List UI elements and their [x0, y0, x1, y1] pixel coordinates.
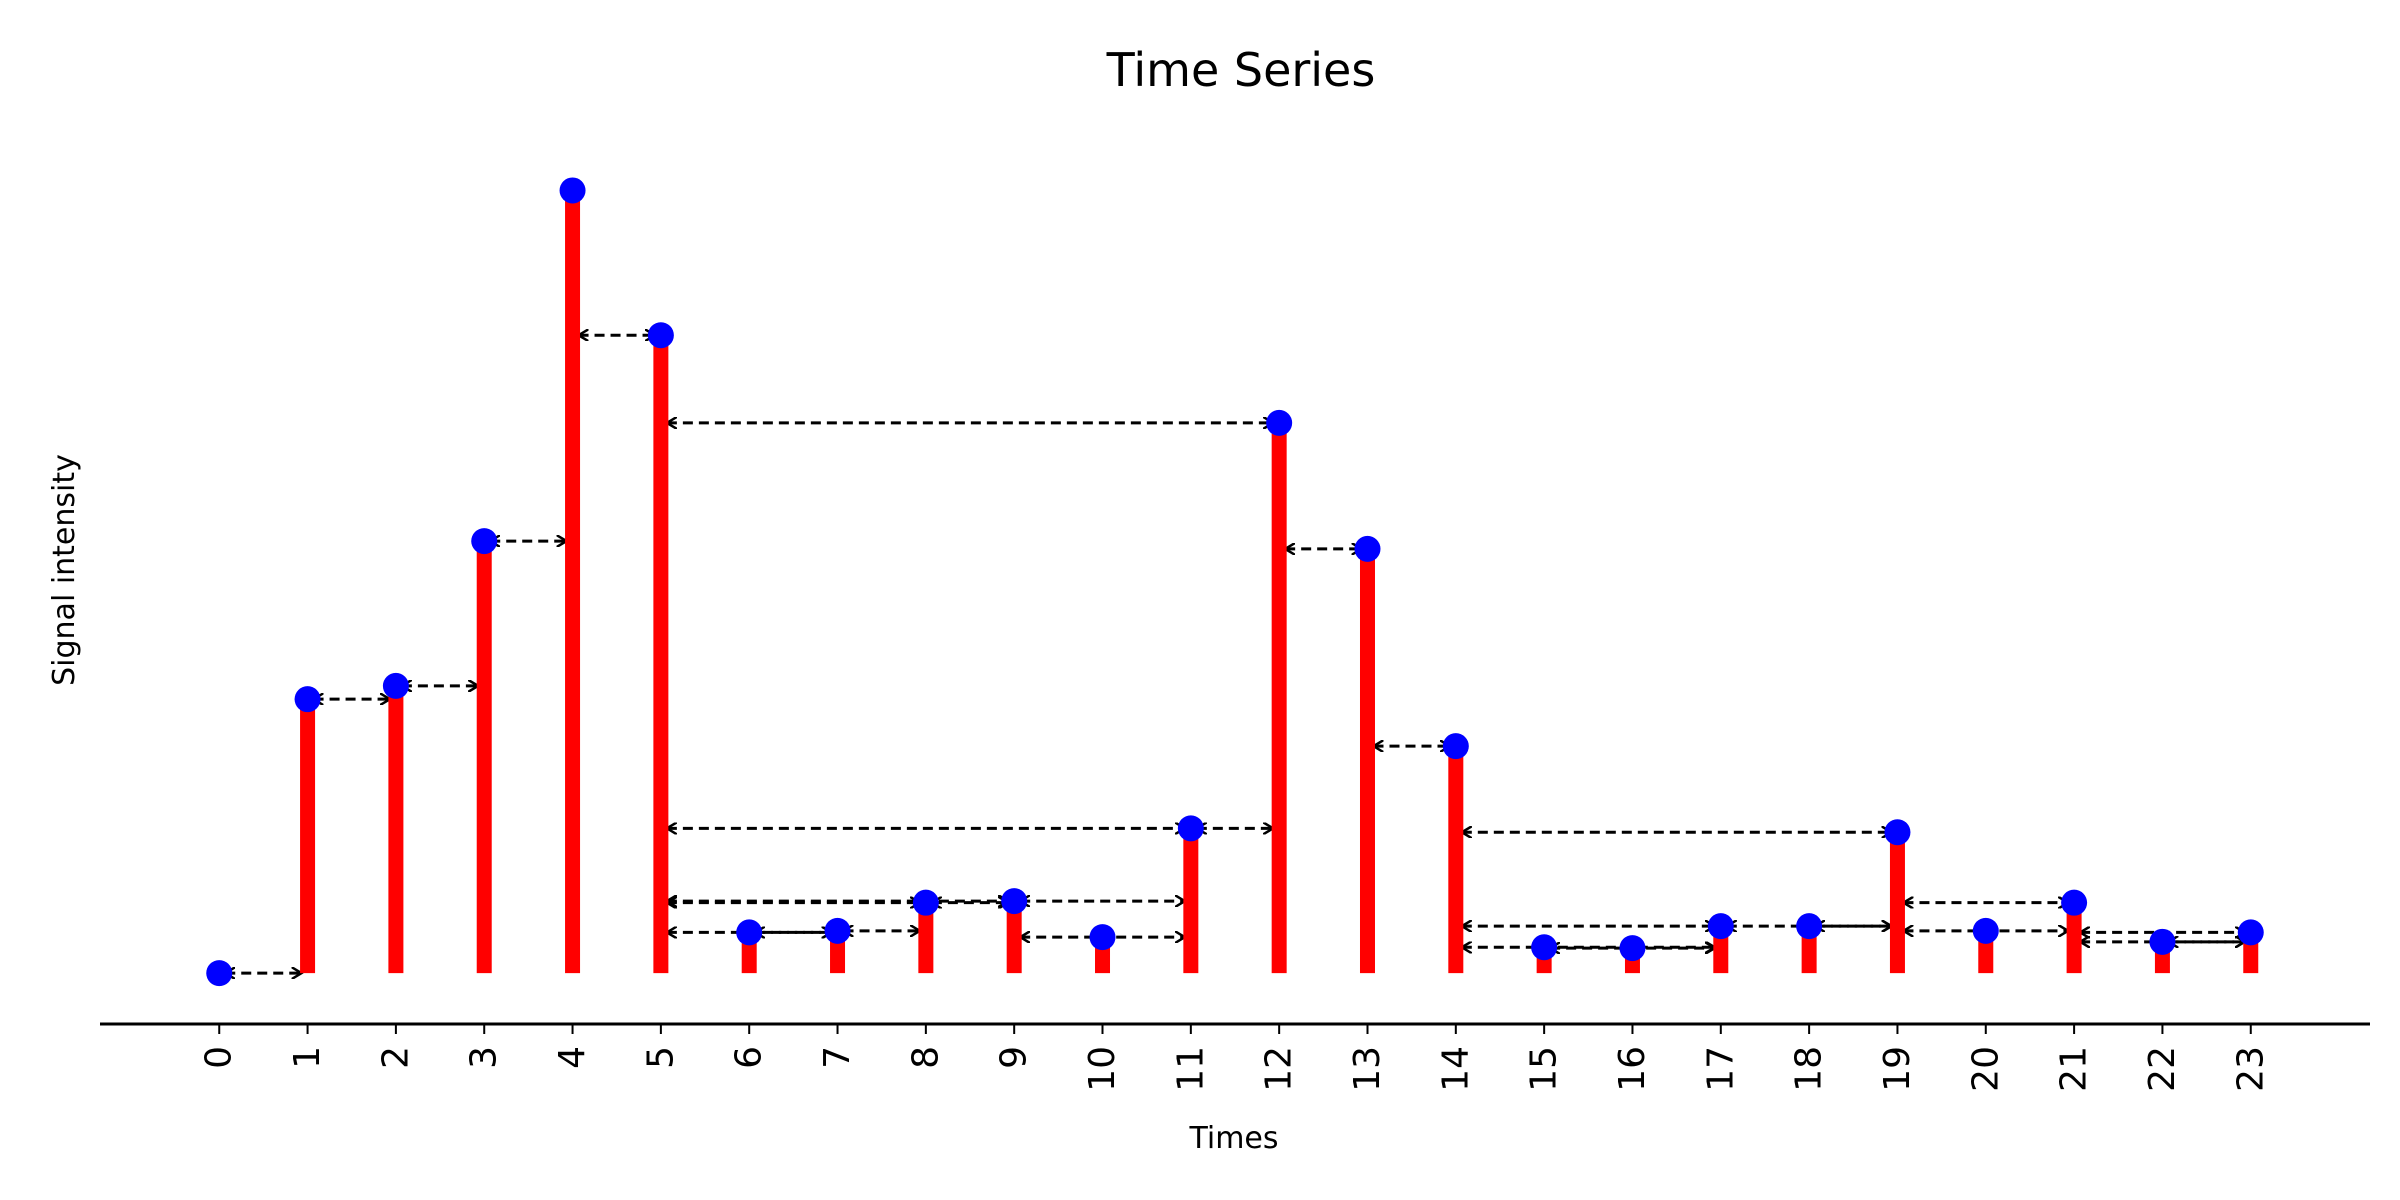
x-tick-label-12: 12	[1259, 1046, 1300, 1092]
marker-4	[559, 177, 586, 204]
y-axis-label: Signal intensity	[47, 454, 82, 686]
x-tick-label-2: 2	[375, 1046, 416, 1069]
x-tick-label-0: 0	[199, 1046, 240, 1069]
x-tick-label-6: 6	[729, 1046, 770, 1069]
x-tick-label-13: 13	[1347, 1046, 1388, 1092]
marker-10	[1089, 924, 1116, 951]
x-tick-label-1: 1	[287, 1046, 328, 1069]
marker-11	[1177, 815, 1204, 842]
marker-9	[1001, 888, 1028, 915]
x-tick-label-16: 16	[1612, 1046, 1653, 1092]
x-tick-label-9: 9	[994, 1046, 1035, 1069]
x-tick-label-14: 14	[1435, 1046, 1476, 1092]
x-axis-label: Times	[1188, 1121, 1278, 1156]
marker-6	[736, 919, 763, 946]
marker-16	[1619, 935, 1646, 962]
x-tick-label-18: 18	[1789, 1046, 1830, 1092]
marker-22	[2149, 928, 2176, 955]
x-tick-label-4: 4	[552, 1046, 593, 1069]
x-tick-label-7: 7	[817, 1046, 858, 1069]
arrows-layer	[225, 335, 2245, 973]
marker-14	[1442, 733, 1469, 760]
marker-13	[1354, 535, 1381, 562]
x-tick-label-10: 10	[1082, 1046, 1123, 1092]
x-tick-label-17: 17	[1700, 1046, 1741, 1092]
marker-7	[824, 917, 851, 944]
x-tick-label-11: 11	[1170, 1046, 1211, 1092]
x-tick-label-15: 15	[1524, 1046, 1565, 1092]
marker-8	[912, 889, 939, 916]
stems-layer	[300, 190, 2259, 974]
x-tick-label-19: 19	[1877, 1046, 1918, 1092]
x-tick-label-22: 22	[2142, 1046, 2183, 1092]
x-tick-label-5: 5	[640, 1046, 681, 1069]
marker-18	[1796, 913, 1823, 940]
marker-23	[2237, 919, 2264, 946]
marker-21	[2061, 889, 2088, 916]
marker-1	[294, 686, 321, 713]
x-tick-label-8: 8	[905, 1046, 946, 1069]
marker-2	[382, 672, 409, 699]
marker-12	[1266, 409, 1293, 436]
marker-5	[647, 322, 674, 349]
x-tick-label-21: 21	[2054, 1046, 2095, 1092]
marker-0	[206, 960, 233, 987]
marker-15	[1531, 934, 1558, 961]
x-tick-label-23: 23	[2230, 1046, 2271, 1092]
marker-17	[1707, 913, 1734, 940]
x-tick-label-3: 3	[464, 1046, 505, 1069]
x-tick-label-20: 20	[1965, 1046, 2006, 1092]
marker-3	[471, 528, 498, 555]
ticks-layer: 0 1 2 3 4 5 6 7 8 9 10 11 12 13 14 15 16 17 18 19 20 21 22 23	[199, 1024, 2271, 1092]
marker-19	[1884, 819, 1911, 846]
markers-layer	[206, 177, 2264, 987]
chart-title: Time Series	[1106, 43, 1376, 97]
marker-20	[1972, 917, 1999, 944]
